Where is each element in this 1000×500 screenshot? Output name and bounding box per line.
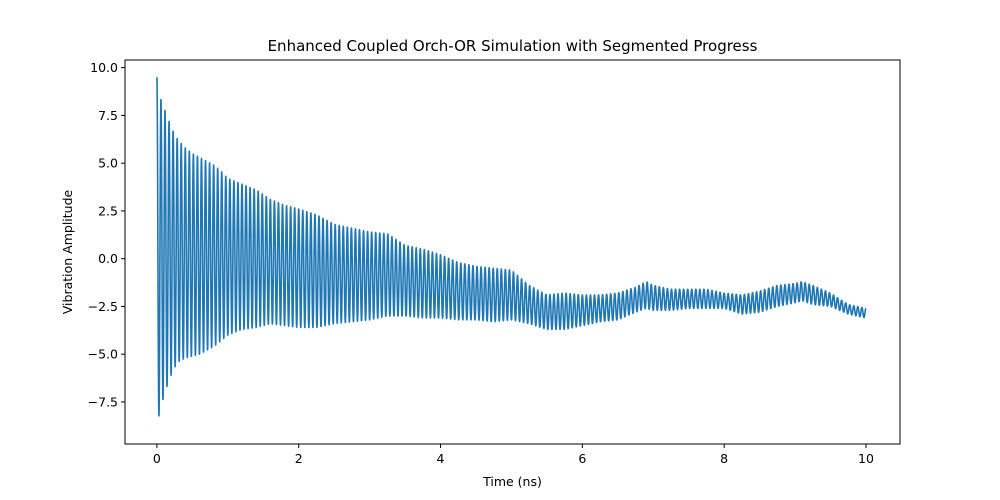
vibration-amplitude-line	[156, 77, 867, 417]
x-tick-label: 2	[295, 451, 303, 466]
y-tick-label: −7.5	[88, 394, 118, 409]
x-axis: 0 2 4 6 8 10	[153, 444, 874, 466]
y-tick-label: 2.5	[98, 203, 118, 218]
plot-area	[156, 77, 867, 417]
x-tick-label: 10	[858, 451, 874, 466]
y-tick-label: 7.5	[98, 108, 118, 123]
chart-title: Enhanced Coupled Orch-OR Simulation with…	[268, 37, 758, 55]
x-tick-label: 4	[437, 451, 445, 466]
y-tick-label: 5.0	[98, 156, 118, 171]
x-tick-label: 0	[153, 451, 161, 466]
y-tick-label: −5.0	[88, 347, 118, 362]
axes-frame	[124, 59, 901, 445]
y-tick-label: 0.0	[98, 251, 118, 266]
y-tick-label: 10.0	[90, 60, 118, 75]
x-axis-label: Time (ns)	[482, 474, 542, 489]
x-tick-label: 8	[720, 451, 728, 466]
y-axis-label: Vibration Amplitude	[60, 189, 75, 314]
y-axis: −7.5 −5.0 −2.5 0.0 2.5 5.0 7.5 10.0	[88, 60, 125, 409]
x-tick-label: 6	[578, 451, 586, 466]
y-tick-label: −2.5	[88, 299, 118, 314]
